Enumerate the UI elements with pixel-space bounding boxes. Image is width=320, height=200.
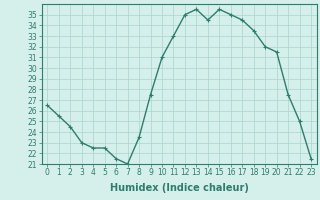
- X-axis label: Humidex (Indice chaleur): Humidex (Indice chaleur): [110, 183, 249, 193]
